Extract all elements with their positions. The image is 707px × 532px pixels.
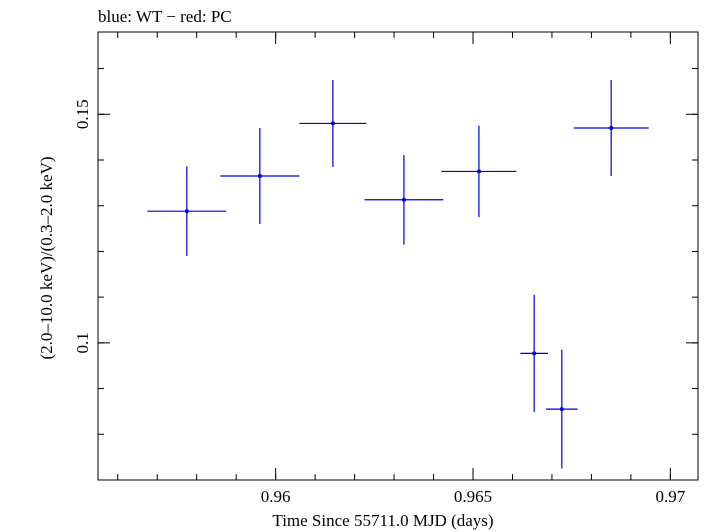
point-marker (532, 351, 537, 356)
data-point (441, 125, 517, 218)
point-marker (184, 209, 189, 214)
minor-ticks (98, 32, 698, 480)
data-point (147, 166, 227, 256)
y-axis-label: (2.0–10.0 keV)/(0.3–2.0 keV) (37, 156, 56, 359)
plot-frame (97, 31, 699, 481)
x-tick-labels: 0.96 0.965 0.97 (261, 487, 686, 506)
point-marker (330, 121, 335, 126)
data-point (546, 349, 578, 469)
point-marker (559, 407, 564, 412)
data-series (147, 80, 649, 469)
major-ticks (98, 32, 698, 480)
point-marker (609, 126, 614, 130)
x-axis-label: Time Since 55711.0 MJD (days) (272, 511, 493, 530)
plot-area (97, 31, 699, 481)
data-point (299, 80, 367, 167)
data-point (573, 80, 649, 176)
point-marker (476, 169, 481, 174)
x-tick-label: 0.96 (261, 487, 291, 506)
y-tick-labels: 0.1 0.15 (73, 99, 92, 353)
x-tick-label: 0.965 (454, 487, 492, 506)
point-marker (257, 174, 262, 178)
y-tick-label: 0.15 (73, 99, 92, 129)
data-point (364, 154, 444, 245)
series (147, 80, 649, 469)
data-point (520, 294, 548, 412)
x-tick-label: 0.97 (655, 487, 685, 506)
data-point (220, 128, 300, 224)
y-tick-label: 0.1 (73, 332, 92, 353)
chart-title: blue: WT − red: PC (98, 7, 232, 26)
point-marker (401, 197, 406, 202)
